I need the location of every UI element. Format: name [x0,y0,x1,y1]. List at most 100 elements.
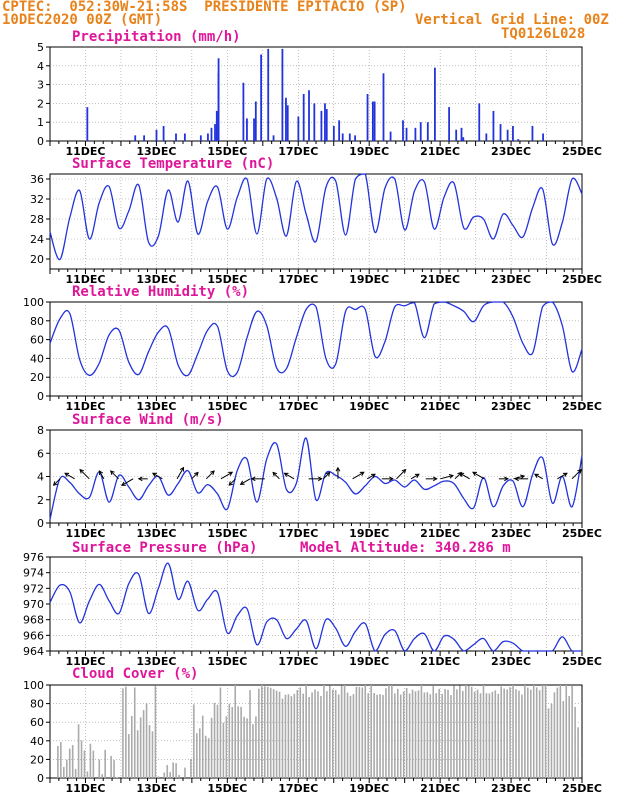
wind-ytick-label: 8 [37,424,44,437]
cloud-bar [459,685,461,778]
precip-bar [286,105,289,141]
wind-xtick-label: 21DEC [420,527,460,540]
cloud-bar [568,696,571,778]
cloud-bar [86,771,89,778]
cloud-bar [470,686,473,778]
cloud-bar [382,694,384,778]
cloud-bar [550,703,553,778]
precip-bar [134,135,137,141]
cloud-bar [399,694,402,778]
cloud-bar [432,686,435,778]
cloud-bar [98,759,101,778]
wind-arrowhead [335,466,341,472]
cloud-bar [538,690,541,778]
wind-arrow [98,470,105,480]
cloud-bar [116,777,118,778]
rh-xtick-label: 21DEC [420,400,460,413]
cloud-bar [314,689,316,778]
pres-xtick-label: 19DEC [349,655,389,668]
cloud-bar [340,685,343,778]
cloud-bar [444,689,446,778]
precip-bar [542,133,544,141]
cloud-bar [411,689,414,778]
rh-xtick-label: 11DEC [65,400,105,413]
cloud-xtick-label: 23DEC [491,782,531,795]
cloud-bar [556,687,559,778]
wind-arrowhead [151,472,157,477]
wind-arrow [176,467,184,480]
temp-xtick-label: 21DEC [420,273,460,286]
cloud-bar [299,687,302,778]
cloud-bar [453,685,455,778]
precip-ytick-label: 4 [37,60,44,73]
precip-bar [207,133,209,141]
precip-bar [405,127,408,141]
cloud-bar [122,688,124,778]
cloud-bar [329,685,331,778]
cloud-ytick-label: 40 [30,735,44,748]
cloud-bar [535,687,538,778]
precip-bar [246,118,248,141]
precip-ytick-label: 3 [37,79,44,92]
precip-ytick-label: 1 [37,116,44,129]
cloud-bar [574,706,576,778]
wind-arrowhead [272,471,278,477]
cloud-bar [506,689,508,778]
cloud-bar [281,698,284,778]
cloud-bar [364,685,367,778]
rh-line [49,301,583,378]
precip-bar [325,109,328,141]
temp-xtick-label: 15DEC [207,273,247,286]
cloud-bar [515,689,517,778]
cloud-bar [184,767,186,778]
wind-arrowhead [514,476,519,482]
precip-bar [324,103,326,141]
precip-bar [492,110,495,141]
cloud-bar [405,687,408,778]
cloud-bar [255,716,257,778]
cloud-bar [154,685,157,778]
precip-bar [313,103,316,141]
pres-ytick-label: 964 [23,645,44,658]
cloud-bar [346,692,349,778]
precip-bar [341,133,344,141]
wind-arrowhead [562,472,568,477]
precip-bar [297,116,300,141]
cloud-bar [169,772,172,778]
cloud-bar [482,685,485,778]
pres-xtick-label: 17DEC [278,655,318,668]
precip-bar [485,133,488,141]
precip-bar [210,127,213,141]
cloud-bar [237,706,239,778]
precip-bar [214,124,216,141]
precip-xtick-label: 25DEC [562,145,602,158]
wind-ytick-label: 0 [37,517,44,530]
temp-frame [49,173,583,270]
wind-arrow [110,470,119,480]
wind-arrowhead [137,476,143,482]
wind-ytick-label: 4 [37,471,44,484]
cloud-bar [130,716,133,778]
temp-ytick-label: 36 [30,173,44,186]
pres-ytick-label: 972 [23,582,44,595]
cloud-bar [441,693,443,778]
pres-xtick-label: 11DEC [65,655,105,668]
wind-arrow [472,471,485,480]
precip-bar [183,133,186,141]
wind-title: Surface Wind (m/s) [70,412,226,428]
pres-title: Surface Pressure (hPa) [70,540,260,556]
cloud-bar [488,693,491,778]
cloud-bar [89,743,92,778]
precip-panel: 0 1 2 3 4 5 11DEC 13DEC 15DEC 17DEC 19DEC 21DEC 23DE… [37,41,602,158]
pres-frame [49,556,583,652]
precip-ytick-label: 2 [37,97,44,110]
cloud-bar [547,708,550,778]
precip-bar [382,73,385,141]
cloud-bar [68,748,71,778]
cloud-xtick-label: 17DEC [278,782,318,795]
wind-arrow [152,472,163,480]
precip-bar [162,125,165,141]
cloud-bar [462,690,464,778]
cloud-bar [417,690,420,778]
cloud-bar [71,745,74,778]
